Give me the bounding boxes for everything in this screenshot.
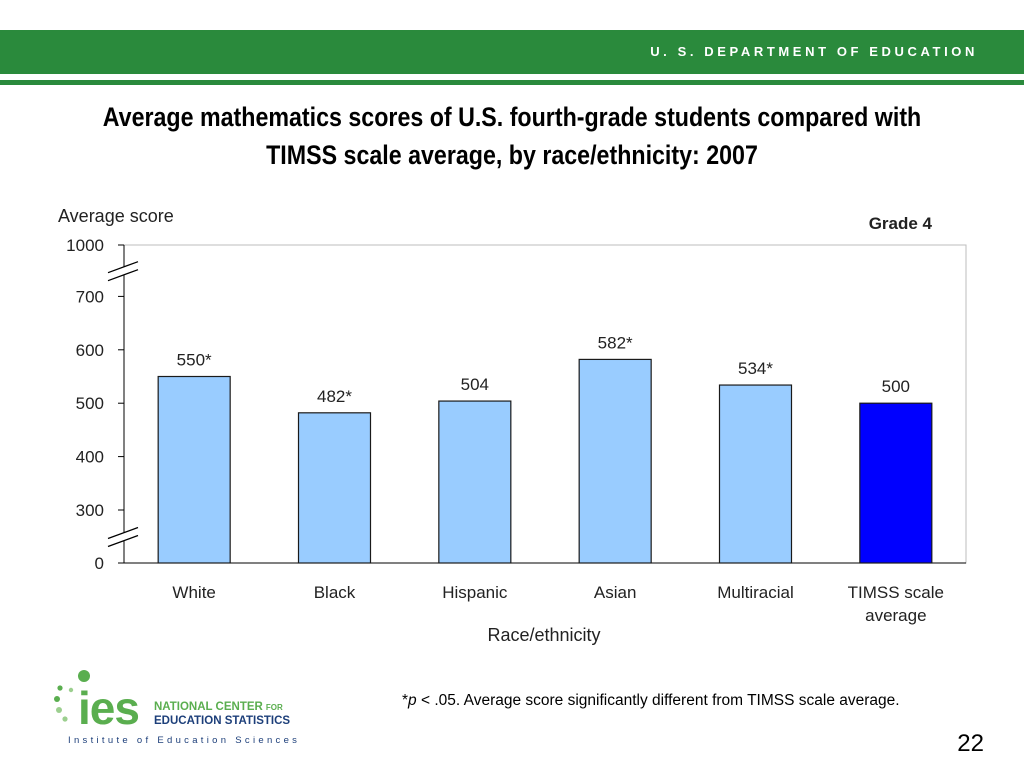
logo-mark: ies xyxy=(78,682,139,734)
y-tick-label: 0 xyxy=(95,554,104,573)
logo-tagline: Institute of Education Sciences xyxy=(68,735,300,746)
page-number: 22 xyxy=(957,730,984,757)
logo-line-1: NATIONAL CENTER FOR xyxy=(154,701,283,713)
bar-timss-scale-average xyxy=(859,402,933,564)
data-label: 500 xyxy=(882,377,910,396)
y-tick-label: 1000 xyxy=(66,236,104,255)
department-name: U. S. DEPARTMENT OF EDUCATION xyxy=(650,44,978,59)
data-label: 534* xyxy=(738,359,773,378)
logo-dot-2 xyxy=(54,696,60,702)
y-tick-label: 300 xyxy=(76,501,104,520)
bar-hispanic xyxy=(438,400,512,564)
slide-title: Average mathematics scores of U.S. fourt… xyxy=(102,102,922,170)
x-tick-label: Black xyxy=(314,583,356,602)
x-tick-label: TIMSS scale average xyxy=(848,583,944,625)
top-strip xyxy=(0,0,1024,30)
x-tick-label: Asian xyxy=(594,583,637,602)
data-label: 582* xyxy=(598,333,633,352)
logo-dot-3 xyxy=(56,707,62,713)
axis-break-mark xyxy=(107,261,139,274)
data-labels: 550* 482* 504 582* 534* 500 xyxy=(177,333,910,405)
x-tick-label: Multiracial xyxy=(717,583,794,602)
data-label: 482* xyxy=(317,387,352,406)
logo-dot-4 xyxy=(62,716,68,722)
header-rule xyxy=(0,80,1024,85)
footnote-text: < .05. Average score significantly diffe… xyxy=(416,692,900,709)
data-label: 550* xyxy=(177,351,212,370)
grade-label: Grade 4 xyxy=(869,214,933,233)
axis-break-mark xyxy=(107,269,139,282)
y-axis-title: Average score xyxy=(58,206,174,226)
axis-break-gap xyxy=(119,266,129,275)
logo-dot-5 xyxy=(68,687,74,693)
footnote-p: p xyxy=(408,692,417,709)
bars xyxy=(157,358,933,564)
bar-white xyxy=(157,375,231,564)
axis-break-gap xyxy=(119,532,129,541)
plot-frame xyxy=(123,244,967,564)
y-axis-ticks: 0 300 400 500 600 700 1000 xyxy=(66,236,124,573)
footnote-symbol: * xyxy=(402,692,409,709)
bar-black xyxy=(297,412,372,564)
logo-dot-top xyxy=(78,670,90,682)
logo-line-2: EDUCATION STATISTICS xyxy=(154,715,290,727)
y-tick-label: 700 xyxy=(76,287,104,306)
y-tick-label: 600 xyxy=(76,341,104,360)
x-tick-label: White xyxy=(172,583,215,602)
bar-multiracial xyxy=(718,384,793,564)
y-tick-label: 500 xyxy=(76,394,104,413)
footnote: *p < .05. Average score significantly di… xyxy=(402,690,982,712)
x-axis-title: Race/ethnicity xyxy=(487,625,600,645)
y-tick-label: 400 xyxy=(76,448,104,467)
data-label: 504 xyxy=(461,375,489,394)
x-axis-tick-labels: White Black Hispanic Asian Multiracial TIMSS … xyxy=(172,583,944,625)
ies-logo: ies NATIONAL CENTER FOR EDUCATION STATIST… xyxy=(54,670,300,746)
header-banner xyxy=(0,30,1024,74)
axis-break-mark xyxy=(107,526,139,540)
x-tick-label: Hispanic xyxy=(442,583,508,602)
bar-chart: Average score Grade 4 Race/ethnicity 0 30… xyxy=(58,206,967,645)
bar-asian xyxy=(578,358,652,564)
axis-breaks xyxy=(107,261,139,548)
axis-break-mark xyxy=(107,534,139,548)
logo-dot-1 xyxy=(57,685,63,691)
